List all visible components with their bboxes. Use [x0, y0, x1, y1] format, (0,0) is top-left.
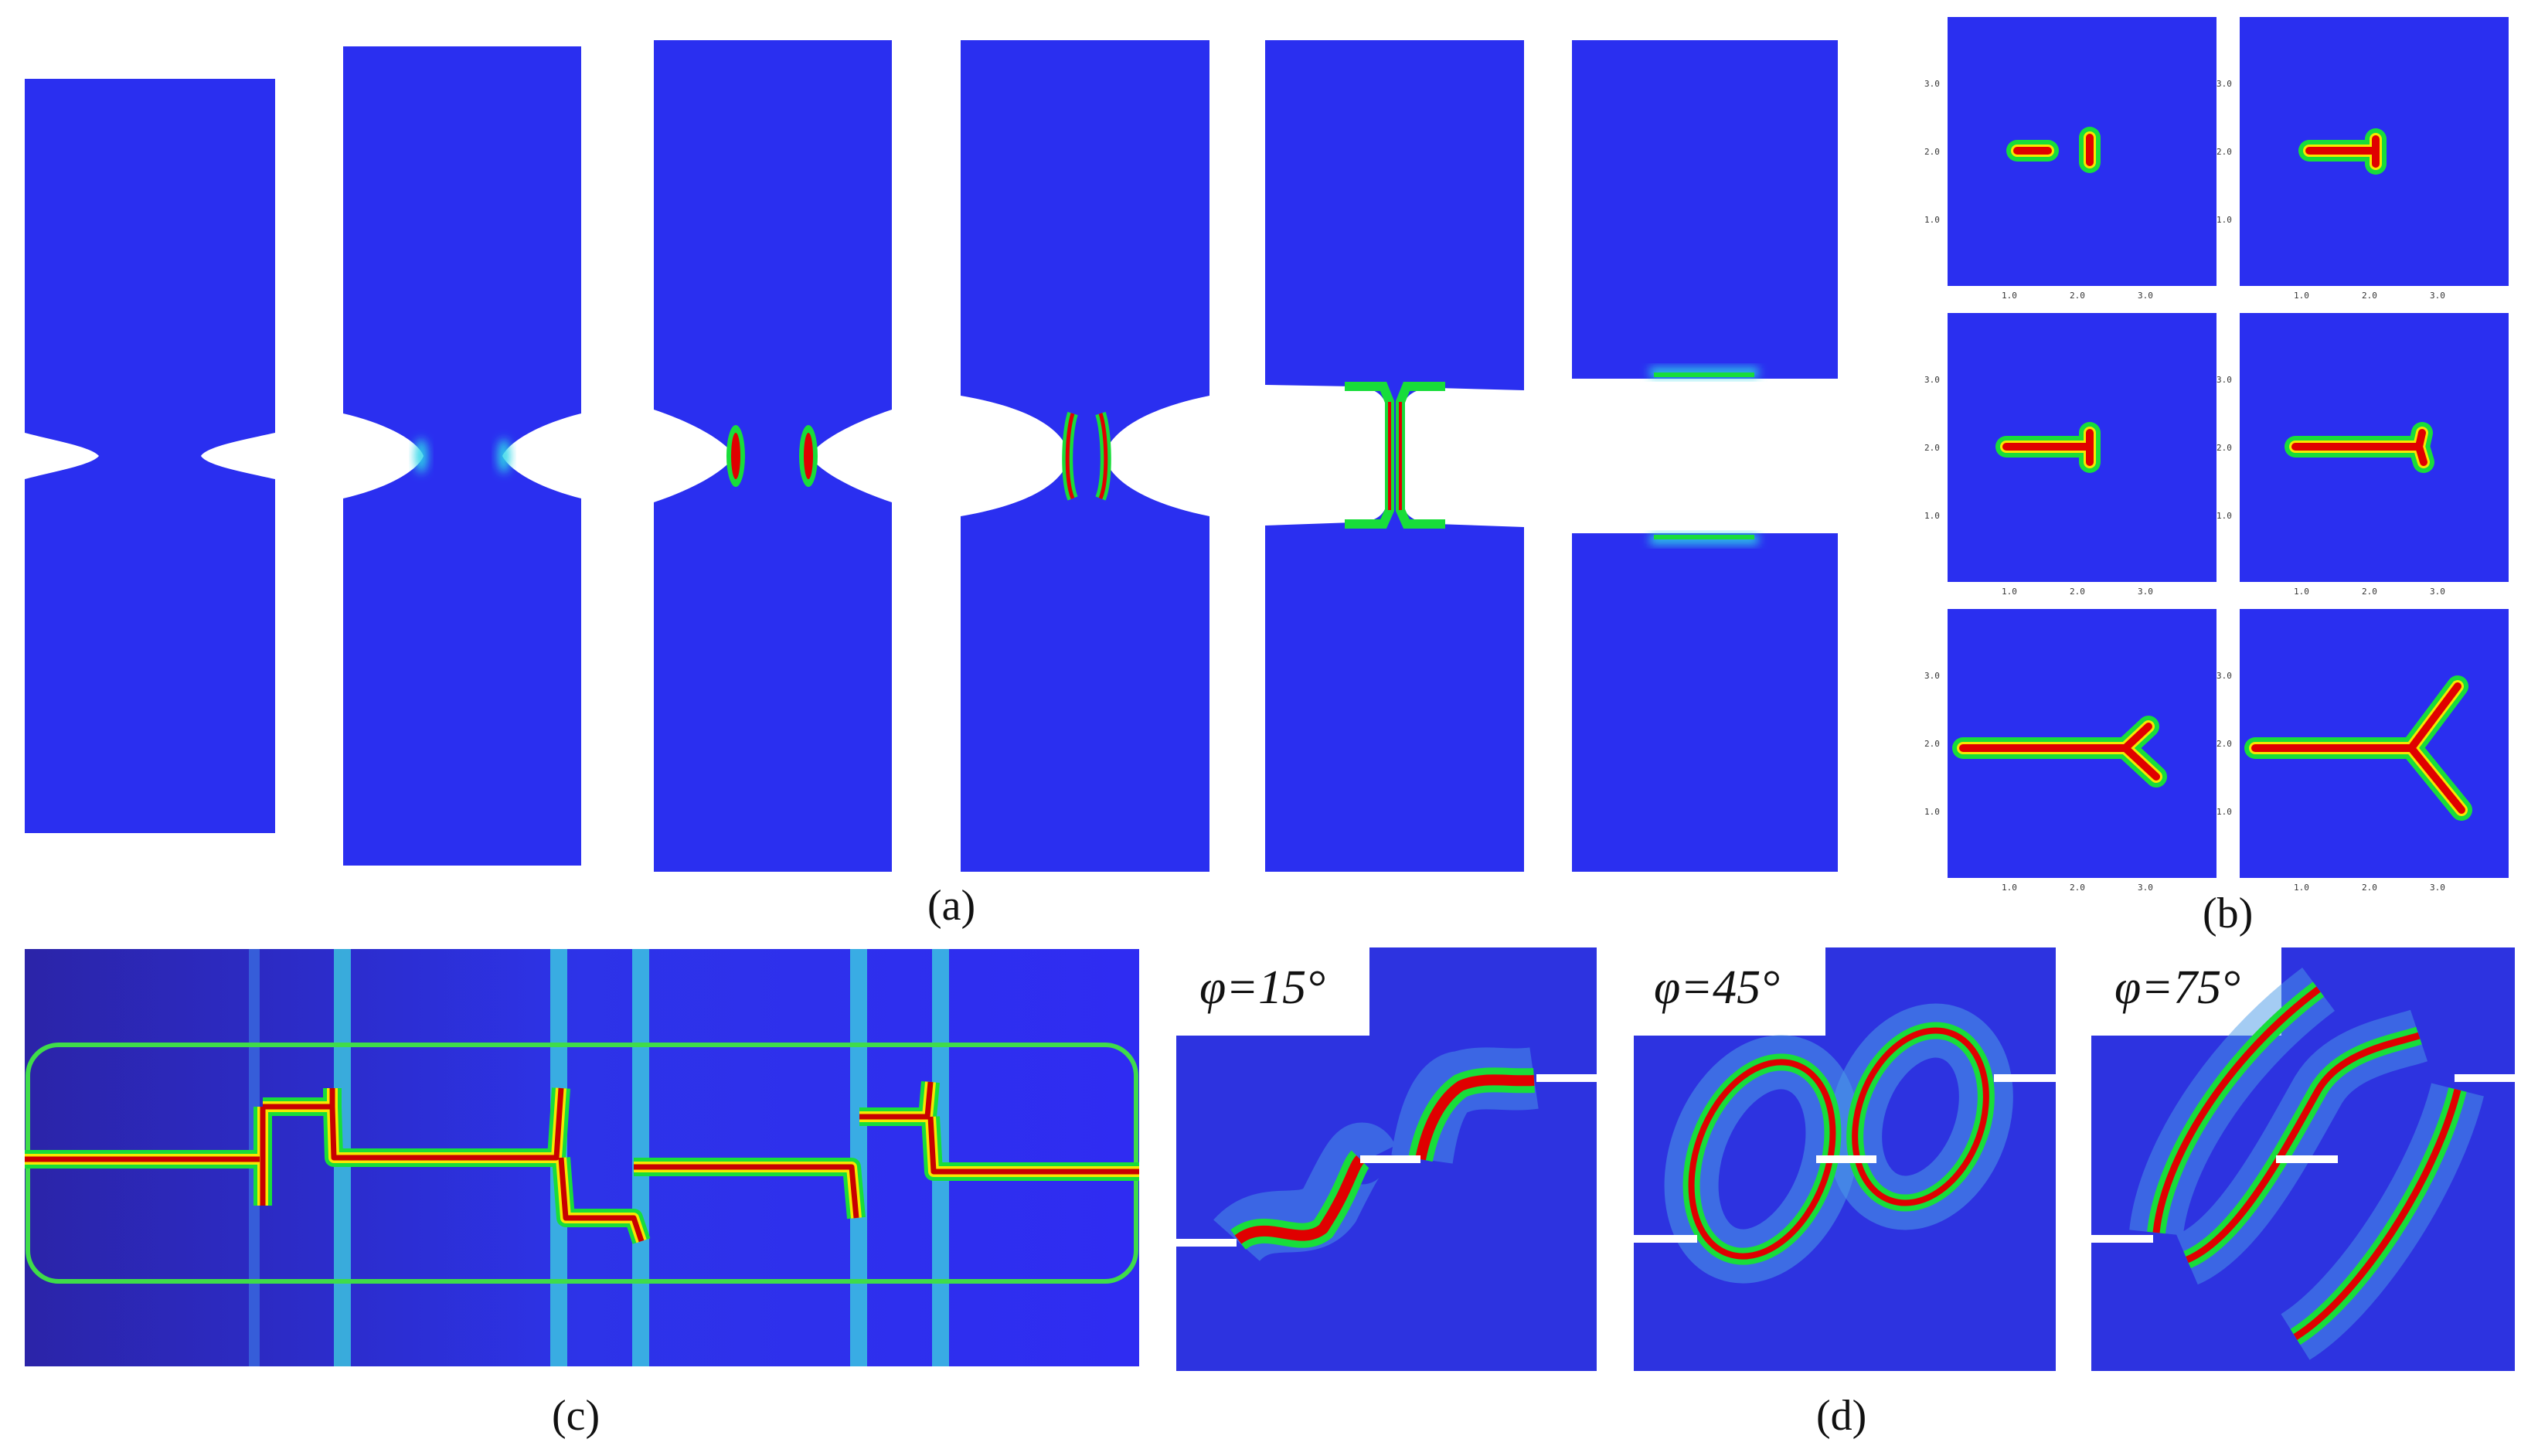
panel-b-y-tick: 3.0 — [2216, 671, 2232, 681]
panel-b-y-tick: 2.0 — [2216, 147, 2232, 157]
panel-b-x-tick: 3.0 — [2138, 587, 2153, 597]
panel-b-y-tick: 3.0 — [1924, 671, 1940, 681]
panel-b-y-tick: 1.0 — [2216, 215, 2232, 225]
panel-b-x-tick: 3.0 — [2430, 291, 2445, 301]
panel-b-label: (b) — [2203, 890, 2253, 937]
panel-b-y-tick: 2.0 — [2216, 739, 2232, 749]
panel-d: φ=15° φ=45° — [1176, 947, 2515, 1440]
specimen-3 — [654, 40, 892, 872]
panel-b-crack — [2013, 134, 2094, 166]
panel-b-y-tick: 2.0 — [1924, 443, 1940, 453]
panel-b-x-tick: 1.0 — [2294, 587, 2309, 597]
notches-d2 — [1634, 1074, 2056, 1243]
panel-b-y-tick: 3.0 — [2216, 375, 2232, 385]
panel-b-cell: 3.0 2.0 1.0 1.0 2.0 3.0 — [1924, 609, 2216, 893]
panel-b-crack — [1959, 723, 2160, 781]
panel-b-x-tick: 1.0 — [2002, 291, 2017, 301]
panel-a-label: (a) — [927, 882, 975, 930]
panel-b-y-tick: 2.0 — [1924, 147, 1940, 157]
panel-b-x-tick: 2.0 — [2070, 587, 2085, 597]
panel-b-cell: 3.0 2.0 1.0 1.0 2.0 3.0 — [2216, 17, 2509, 301]
panel-b-crack — [2291, 429, 2427, 466]
panel-d-75deg: φ=75° — [2091, 947, 2515, 1371]
panel-b-x-tick: 3.0 — [2138, 291, 2153, 301]
phi-75: φ=75° — [2114, 961, 2240, 1014]
panel-b-y-tick: 1.0 — [1924, 215, 1940, 225]
panel-c-label: (c) — [552, 1392, 600, 1440]
panel-b-y-tick: 1.0 — [2216, 511, 2232, 521]
panel-d-15deg: φ=15° — [1176, 947, 1597, 1371]
panel-b-crack — [2002, 429, 2094, 466]
panel-b-x-tick: 1.0 — [2294, 291, 2309, 301]
specimen-4 — [961, 40, 1209, 872]
panel-b-x-tick: 1.0 — [2002, 883, 2017, 893]
panel-b-y-tick: 3.0 — [1924, 375, 1940, 385]
panel-b-cell: 3.0 2.0 1.0 1.0 2.0 3.0 — [1924, 17, 2216, 301]
panel-c: (c) — [25, 949, 1139, 1440]
panel-d-label: (d) — [1816, 1392, 1866, 1440]
panel-d-45deg: φ=45° — [1634, 947, 2056, 1371]
panel-b-y-tick: 2.0 — [1924, 739, 1940, 749]
notches-d1 — [1176, 1074, 1597, 1247]
panel-b-x-tick: 1.0 — [2002, 587, 2017, 597]
panel-b-crack — [2305, 135, 2380, 168]
panel-b-x-tick: 2.0 — [2070, 291, 2085, 301]
panel-b-x-tick: 2.0 — [2362, 587, 2377, 597]
panel-b-x-tick: 3.0 — [2430, 587, 2445, 597]
panel-b-x-tick: 1.0 — [2294, 883, 2309, 893]
panel-b-cell: 3.0 2.0 1.0 1.0 2.0 3.0 — [1924, 313, 2216, 597]
panel-b-crack — [2251, 682, 2465, 814]
panel-b-y-tick: 1.0 — [2216, 807, 2232, 817]
panel-b-x-tick: 2.0 — [2362, 883, 2377, 893]
panel-b-cell: 3.0 2.0 1.0 1.0 2.0 3.0 — [2216, 313, 2509, 597]
panel-b-y-tick: 3.0 — [2216, 79, 2232, 89]
crack-path-c — [25, 1080, 1139, 1244]
panel-b-x-tick: 3.0 — [2430, 883, 2445, 893]
panel-a: (a) — [25, 40, 1838, 930]
panel-b-y-tick: 3.0 — [1924, 79, 1940, 89]
specimen-5 — [1265, 40, 1524, 872]
panel-b-x-tick: 2.0 — [2070, 883, 2085, 893]
panel-b-cell: 3.0 2.0 1.0 1.0 2.0 3.0 — [2216, 609, 2509, 893]
notches-d3 — [2091, 1074, 2515, 1243]
panel-b-y-tick: 1.0 — [1924, 511, 1940, 521]
phi-45: φ=45° — [1654, 961, 1780, 1014]
panel-b: 3.0 2.0 1.0 1.0 2.0 3.0 3.0 2.0 1.0 1.0 2.0 3.0 3.0 2… — [1924, 17, 2509, 937]
panel-b-y-tick: 1.0 — [1924, 807, 1940, 817]
panel-b-y-tick: 2.0 — [2216, 443, 2232, 453]
specimen-1 — [25, 79, 275, 833]
panel-b-x-tick: 3.0 — [2138, 883, 2153, 893]
specimen-6 — [1572, 40, 1838, 872]
phi-15: φ=15° — [1199, 961, 1325, 1014]
panel-b-x-tick: 2.0 — [2362, 291, 2377, 301]
specimen-2 — [343, 46, 581, 866]
